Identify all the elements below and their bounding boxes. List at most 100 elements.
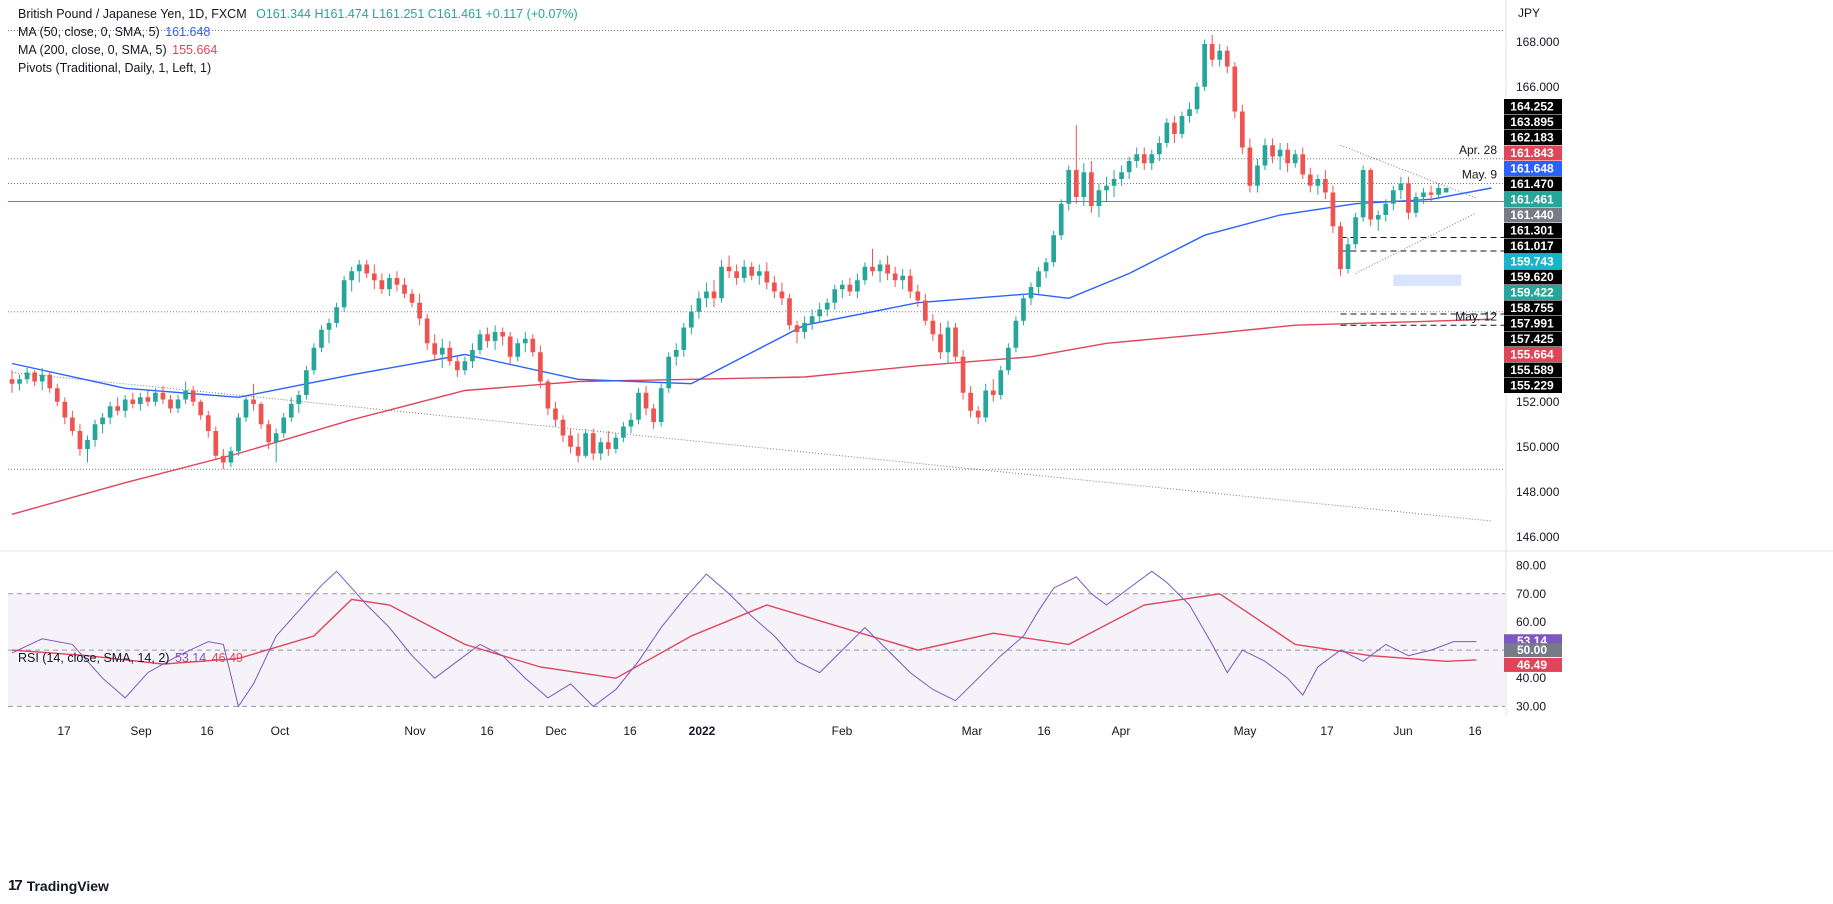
ma200-value: 155.664	[172, 43, 218, 57]
candle-body	[870, 266, 875, 272]
rsi-tick-label: 40.00	[1516, 671, 1546, 685]
candle-body	[613, 437, 619, 449]
candle-body	[228, 451, 234, 463]
candle-body	[1247, 147, 1253, 186]
candle-body	[1187, 109, 1192, 116]
candle-body	[1013, 320, 1019, 348]
candle-body	[666, 356, 672, 389]
candle-body	[938, 334, 943, 353]
candle-body	[975, 410, 981, 418]
candle-body	[1066, 170, 1072, 204]
candle-body	[764, 271, 770, 283]
price-tag	[1504, 192, 1562, 207]
ohlc-values: O161.344 H161.474 L161.251 C161.461 +0.1…	[256, 7, 578, 21]
candle-body	[107, 406, 113, 418]
long-trendline	[11, 372, 1492, 522]
rsi-ma-line	[11, 593, 1477, 679]
candle-body	[492, 332, 498, 341]
candle-body	[1089, 172, 1094, 206]
candle-body	[221, 455, 226, 463]
candle-body	[62, 401, 68, 418]
ma50-value: 161.648	[165, 25, 211, 39]
candle-body	[530, 338, 536, 353]
ma200-line	[11, 318, 1492, 515]
candle-body	[1413, 197, 1419, 213]
candle-body	[432, 343, 438, 355]
candle-body	[553, 408, 558, 420]
candle-body	[1443, 188, 1449, 193]
triangle-trendline	[1355, 212, 1477, 274]
candle-body	[673, 350, 679, 357]
rsi-ma-value: 46.49	[211, 651, 243, 665]
candle-body	[409, 293, 415, 303]
candle-body	[968, 392, 973, 411]
candle-body	[538, 352, 543, 382]
candle-body	[651, 408, 656, 422]
x-tick-label: 16	[1468, 724, 1482, 738]
price-tag-label: 161.461	[1510, 193, 1554, 207]
rsi-tick-label: 30.00	[1516, 699, 1546, 713]
price-tag	[1504, 316, 1562, 331]
price-tag	[1504, 99, 1562, 114]
candle-body	[711, 291, 717, 299]
rsi-tick-label: 80.00	[1516, 559, 1546, 573]
candle-body	[1277, 149, 1283, 157]
candle-body	[824, 302, 830, 310]
candle-body	[1300, 154, 1306, 175]
price-tag-label: 159.743	[1510, 255, 1554, 269]
candle-body	[1338, 226, 1343, 269]
rsi-value: 53.14	[174, 651, 207, 665]
candle-body	[455, 361, 460, 371]
candle-body	[1096, 190, 1102, 206]
candle-body	[379, 280, 385, 290]
x-tick-label: 16	[200, 724, 214, 738]
x-tick-label: 2022	[689, 724, 716, 738]
candle-body	[892, 273, 898, 281]
x-tick-label: Mar	[962, 724, 983, 738]
candle-body	[1323, 179, 1328, 193]
x-tick-label: 16	[480, 724, 494, 738]
price-tag-label: 161.648	[1510, 162, 1554, 176]
candle-body	[1270, 145, 1275, 157]
price-tag	[1504, 254, 1562, 269]
candle-body	[802, 323, 807, 332]
candle-body	[251, 399, 256, 404]
candle-body	[24, 372, 30, 380]
candle-body	[756, 271, 762, 276]
tradingview-logo[interactable]: 17 TradingView	[8, 877, 109, 894]
candle-body	[160, 392, 166, 400]
candle-body	[281, 417, 287, 434]
price-tag-label: 155.589	[1510, 363, 1554, 377]
candle-body	[402, 284, 407, 294]
price-tag-label: 161.843	[1510, 146, 1554, 160]
price-tag-label: 159.422	[1510, 286, 1554, 300]
candle-body	[1209, 44, 1215, 60]
rsi-tick-label: 70.00	[1516, 587, 1546, 601]
rsi-tag	[1504, 643, 1562, 658]
candle-body	[855, 280, 860, 292]
price-tag-label: 155.664	[1510, 348, 1554, 362]
price-tag	[1504, 378, 1562, 393]
price-tag	[1504, 207, 1562, 223]
candle-body	[1262, 145, 1268, 166]
candle-body	[787, 298, 792, 326]
ma50-legend: MA (50, close, 0, SMA, 5) 161.648	[18, 24, 210, 40]
candle-body	[726, 266, 732, 272]
candle-body	[70, 417, 75, 431]
price-tag-label: 161.301	[1510, 224, 1554, 238]
rsi-tick-label: 60.00	[1516, 615, 1546, 629]
candle-body	[183, 390, 188, 400]
candle-body	[447, 347, 453, 362]
price-tick-label: 166.000	[1516, 80, 1560, 94]
candle-body	[1202, 44, 1207, 87]
price-tag	[1504, 114, 1562, 130]
candle-body	[145, 397, 151, 402]
candle-body	[1368, 170, 1374, 220]
candle-body	[92, 424, 98, 440]
candle-body	[1390, 190, 1396, 204]
candle-body	[590, 433, 596, 454]
candle-body	[1406, 183, 1411, 213]
candle-body	[658, 388, 664, 422]
candle-body	[953, 327, 958, 357]
